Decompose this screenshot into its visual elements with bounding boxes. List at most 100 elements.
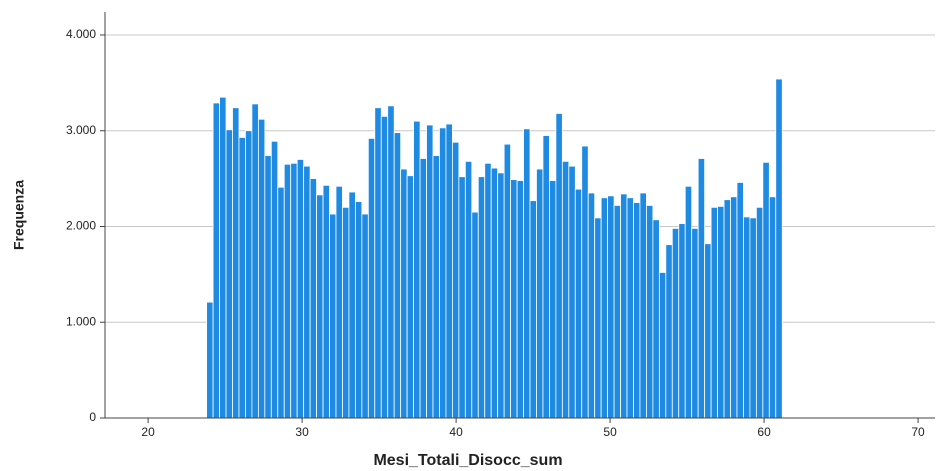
x-axis-label: Mesi_Totali_Disocc_sum	[373, 452, 562, 469]
bar	[736, 182, 744, 419]
bar	[471, 211, 479, 419]
bar	[691, 228, 699, 419]
bar	[587, 192, 596, 419]
bar	[303, 165, 311, 419]
bar	[361, 213, 369, 419]
bar	[283, 163, 292, 419]
bar	[633, 202, 641, 419]
bar	[574, 188, 583, 419]
x-tick-label: 40	[449, 425, 463, 439]
bar	[393, 132, 402, 419]
bar	[523, 128, 531, 419]
bar	[516, 180, 524, 419]
bar	[387, 105, 395, 419]
bar	[717, 205, 725, 419]
bar	[309, 178, 317, 419]
bar	[510, 179, 518, 419]
bar	[335, 185, 343, 419]
bar	[503, 143, 512, 419]
bar	[542, 135, 550, 419]
bar	[639, 192, 647, 419]
x-tick-label: 20	[141, 425, 155, 439]
bar	[497, 172, 505, 419]
y-tick-label: 4.000	[66, 27, 96, 41]
bar	[600, 197, 609, 419]
bar	[316, 194, 324, 419]
x-tick-label: 60	[757, 425, 771, 439]
bar	[710, 206, 718, 419]
bar	[451, 141, 460, 419]
bar	[775, 78, 783, 419]
y-tick-label: 0	[89, 410, 96, 424]
bar	[419, 158, 427, 419]
bar	[329, 213, 337, 419]
bar	[730, 196, 738, 419]
y-axis-label: Frequenza	[11, 180, 27, 250]
bar	[594, 217, 602, 419]
bar	[671, 228, 680, 419]
bar	[762, 161, 770, 419]
y-tick-label: 3.000	[66, 123, 96, 137]
y-tick-label: 1.000	[66, 314, 96, 328]
bar	[555, 113, 563, 419]
bar	[581, 145, 589, 419]
bar	[678, 223, 686, 419]
bar	[646, 205, 654, 419]
bar	[620, 193, 628, 419]
bar	[219, 96, 227, 419]
bar	[206, 301, 214, 419]
bar	[413, 120, 421, 419]
bar	[380, 115, 389, 419]
bar	[568, 165, 576, 419]
bar	[238, 137, 246, 419]
bar	[665, 244, 673, 419]
bar	[561, 160, 570, 419]
bar	[755, 206, 764, 419]
bar	[490, 167, 499, 419]
bar	[290, 162, 298, 419]
bar	[613, 205, 621, 419]
bar	[607, 195, 615, 419]
bar	[484, 162, 492, 419]
bar	[658, 272, 667, 419]
bar	[626, 197, 634, 419]
bar	[477, 176, 486, 419]
bar	[684, 185, 693, 419]
bar	[367, 137, 376, 419]
bar	[374, 107, 382, 419]
bar	[432, 155, 440, 419]
bar	[270, 140, 279, 419]
bar	[296, 159, 305, 419]
bar	[212, 102, 220, 419]
bar	[225, 129, 233, 419]
bar	[723, 199, 731, 419]
y-tick-label: 2.000	[66, 219, 96, 233]
bar	[529, 200, 537, 419]
bar	[464, 160, 473, 419]
bar	[257, 118, 266, 419]
bar	[439, 127, 447, 419]
bar	[251, 103, 259, 419]
bar	[652, 219, 660, 419]
bar	[400, 168, 408, 419]
bar	[322, 184, 330, 419]
bar	[704, 243, 712, 419]
bar	[245, 130, 253, 419]
bar	[697, 158, 706, 419]
bar	[232, 107, 240, 419]
bar	[768, 196, 777, 419]
bar	[342, 206, 350, 419]
bar	[749, 217, 757, 419]
x-tick-label: 70	[911, 425, 925, 439]
bar	[445, 123, 453, 419]
bar	[348, 191, 356, 419]
bar	[743, 216, 751, 419]
bar	[264, 155, 272, 419]
bar	[277, 186, 285, 419]
bar	[458, 176, 466, 419]
bar	[406, 175, 414, 419]
bar	[354, 201, 363, 419]
bar	[536, 168, 544, 419]
x-tick-label: 30	[295, 425, 309, 439]
